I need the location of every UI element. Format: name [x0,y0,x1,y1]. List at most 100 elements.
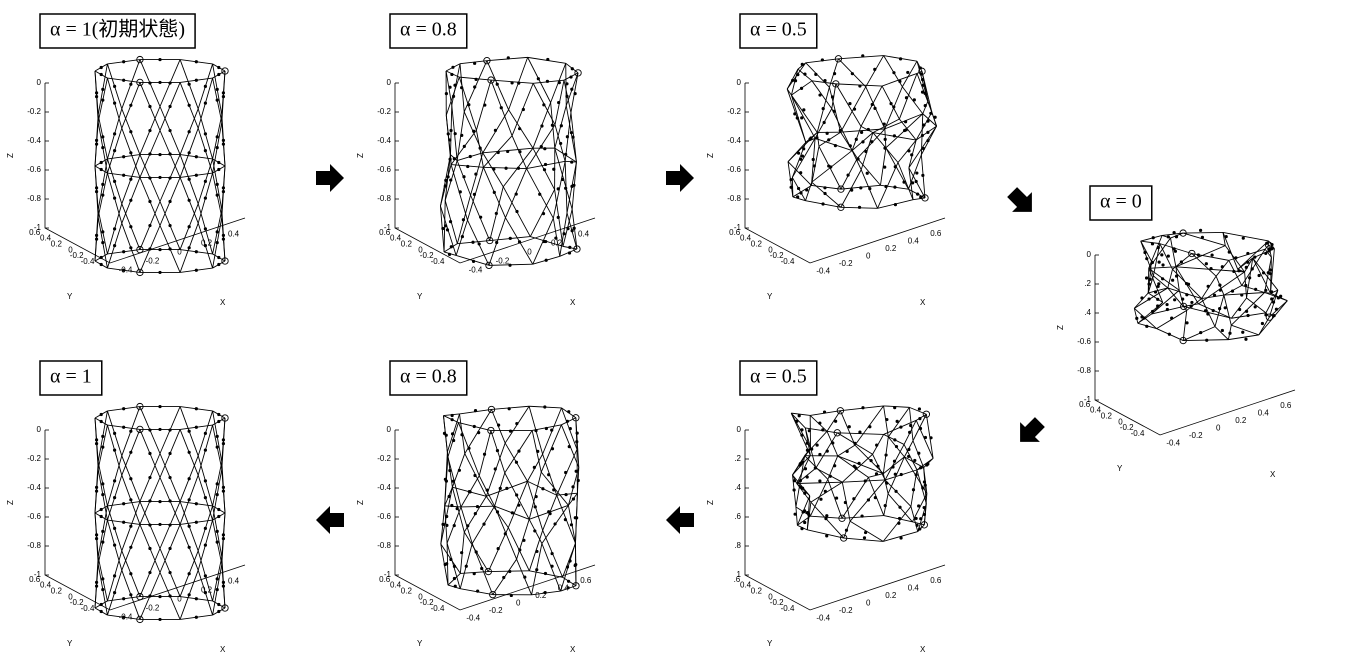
node [550,565,553,568]
node [517,504,520,507]
z-tick-label: -0.6 [27,165,41,174]
node [1241,331,1244,334]
x-tick-label: -0.4 [816,613,830,622]
panel: α = 00.2.4-0.6-0.8-10.60.40.20-0.2-0.4-0… [1056,186,1295,479]
node [894,165,897,168]
node [906,71,909,74]
edge [1176,246,1225,267]
node [536,450,539,453]
node [217,603,220,606]
z-tick-label: 0 [1087,250,1092,259]
node [571,485,574,488]
edge [1253,258,1278,290]
node [808,429,811,432]
node [122,426,125,429]
edge [842,477,868,518]
node [800,87,803,90]
node [448,469,451,472]
node [908,431,911,434]
node [148,523,151,526]
node [1218,283,1221,286]
node [469,155,472,158]
node [543,405,546,408]
node [217,161,220,164]
y-tick-label: 0.2 [51,240,63,249]
node [1221,265,1224,268]
node [451,66,454,69]
node [113,479,116,482]
node [1228,332,1231,335]
node [572,497,575,500]
node [1204,309,1207,312]
node [898,506,901,509]
edge [1138,302,1163,323]
node [799,479,802,482]
node [446,175,449,178]
node [204,544,207,547]
node [195,597,198,600]
node [113,132,116,135]
node [188,525,191,528]
edge [1202,295,1224,298]
node [460,551,463,554]
node [566,135,569,138]
node [900,473,903,476]
node [863,536,866,539]
node [1152,236,1155,239]
node [444,563,447,566]
node [929,436,932,439]
node [454,132,457,135]
node [574,92,577,95]
node [895,445,898,448]
node [916,193,919,196]
node [101,446,104,449]
node [517,450,520,453]
x-axis-label: X [220,645,226,654]
node [1225,235,1228,238]
edge [1224,295,1231,325]
node [533,529,536,532]
z-tick-label: -0.8 [27,541,41,550]
node [812,158,815,161]
node [550,428,553,431]
node [148,129,151,132]
z-tick-label: -0.2 [27,107,41,116]
node [1205,339,1208,342]
node [789,178,792,181]
edge [812,81,832,109]
node [113,244,116,247]
node [113,496,116,499]
node [913,459,916,462]
node [100,168,103,171]
node [462,218,465,221]
node [473,474,476,477]
node [497,424,500,427]
node [148,571,151,574]
node [188,104,191,107]
edge [1228,335,1258,340]
edge [899,73,917,119]
arrow-right [316,164,344,192]
node [1173,298,1176,301]
node [816,443,819,446]
node [500,106,503,109]
z-tick-label: .4 [1084,308,1091,317]
node [918,407,921,410]
node [861,140,864,143]
edge [838,56,883,59]
node [100,161,103,164]
node [448,86,451,89]
node [129,572,132,575]
node [794,513,797,516]
node [834,144,837,147]
node [1149,278,1152,281]
z-tick-label: -0.6 [377,512,391,521]
node [884,504,887,507]
node [1246,314,1249,317]
node [860,514,863,517]
x-tick-label: 0.4 [228,230,240,239]
z-tick-label: -0.8 [1077,366,1091,375]
node [917,504,920,507]
node [1264,289,1267,292]
z-tick-label: -0.6 [1077,337,1091,346]
